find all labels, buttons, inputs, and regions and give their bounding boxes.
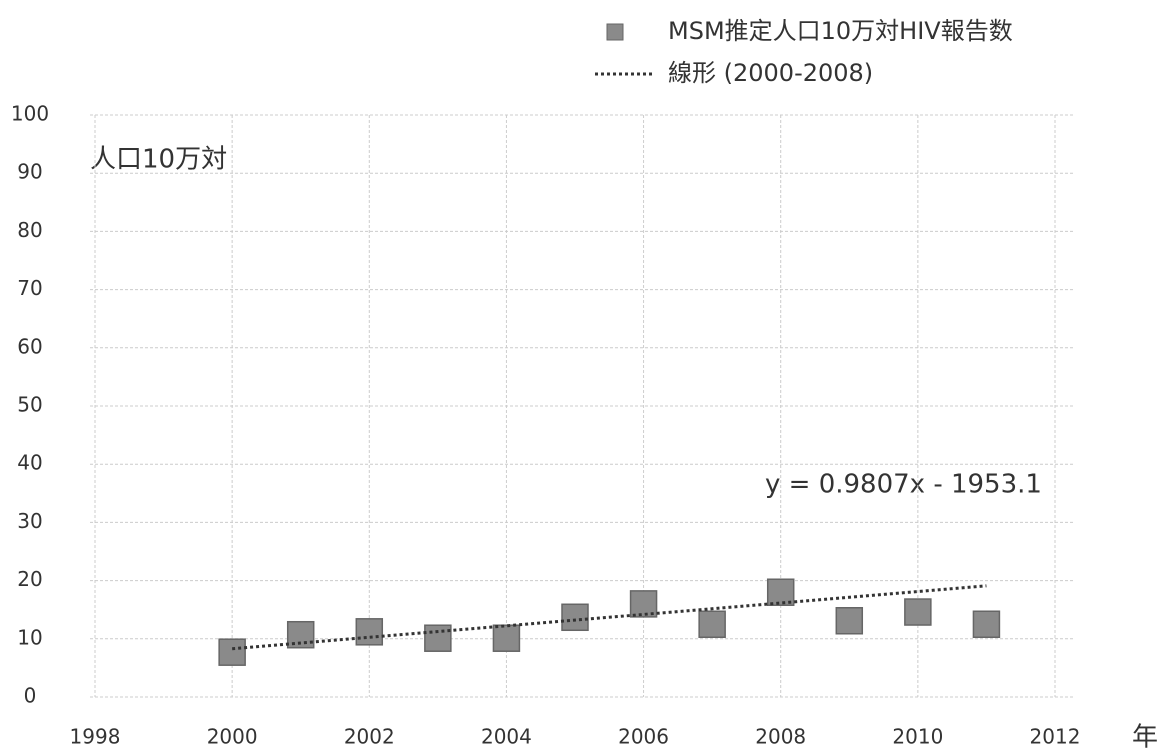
legend-swatch	[606, 23, 624, 41]
y-tick-label: 50	[17, 393, 42, 417]
marker	[698, 610, 726, 638]
trendline	[232, 584, 987, 651]
x-tick-label: 2002	[344, 725, 395, 749]
y-tick-label: 90	[17, 160, 42, 184]
marker	[218, 638, 246, 666]
y-tick-label: 20	[17, 567, 42, 591]
marker	[355, 618, 384, 646]
legend-label: 線形 (2000-2008)	[668, 59, 873, 87]
marker	[972, 610, 1001, 638]
marker	[492, 624, 521, 652]
y-tick-label: 0	[24, 684, 37, 708]
y-tick-label: 70	[17, 276, 42, 300]
x-tick-label: 1998	[70, 725, 121, 749]
y-tick-label: 80	[17, 218, 42, 242]
x-tick-label: 2006	[618, 725, 669, 749]
x-tick-label: 2008	[755, 725, 806, 749]
y-tick-label: 40	[17, 451, 42, 475]
marker	[424, 624, 452, 652]
marker	[904, 598, 932, 626]
marker	[629, 590, 658, 618]
x-axis-label: 年	[1132, 723, 1158, 753]
x-tick-label: 2000	[207, 725, 258, 749]
x-tick-label: 2012	[1030, 725, 1081, 749]
trendline-equation: y = 0.9807x - 1953.1	[765, 470, 1042, 500]
x-tick-label: 2010	[892, 725, 943, 749]
y-tick-label: 10	[17, 625, 42, 649]
x-tick-label: 2004	[481, 725, 532, 749]
y-tick-label: 100	[11, 102, 49, 126]
legend-label: MSM推定人口10万対HIV報告数	[668, 17, 1013, 45]
y-tick-label: 30	[17, 509, 42, 533]
marker	[835, 607, 864, 635]
marker	[561, 603, 589, 632]
y-tick-label: 60	[17, 334, 42, 358]
y-axis-label: 人口10万対	[90, 145, 227, 175]
